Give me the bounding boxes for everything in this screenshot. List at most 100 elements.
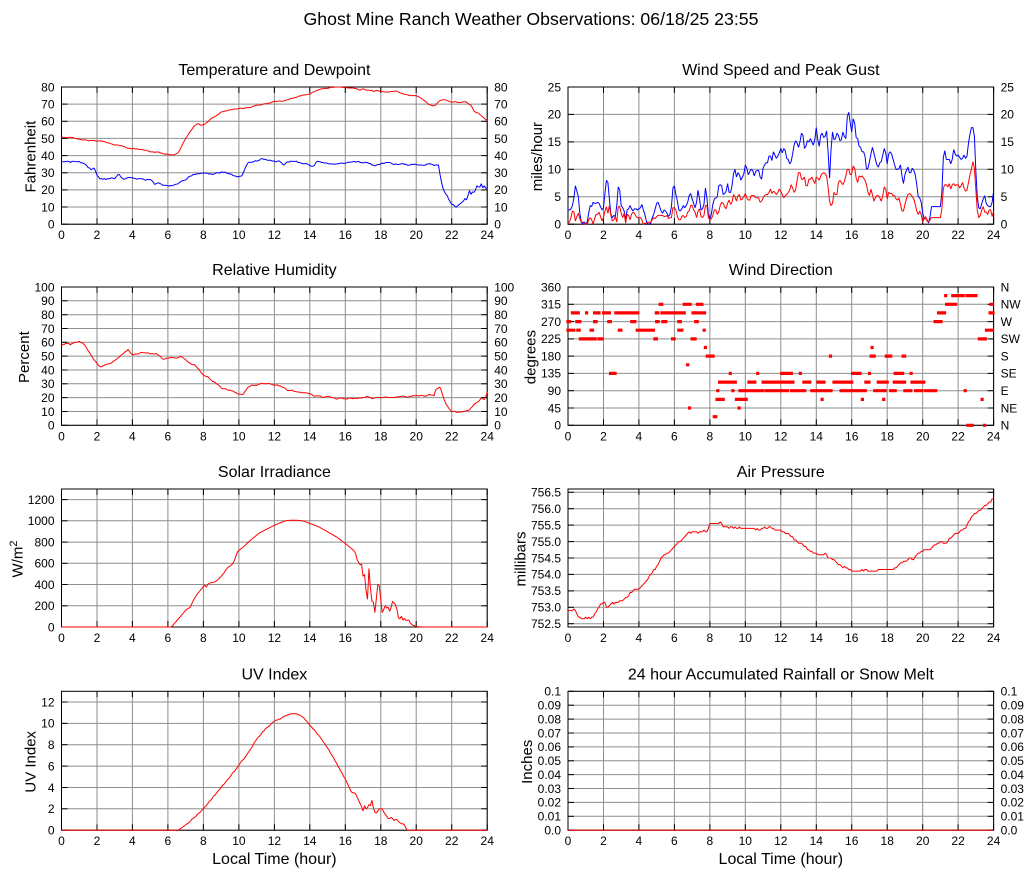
svg-text:0: 0 [48, 218, 55, 232]
svg-text:0.01: 0.01 [538, 810, 562, 824]
svg-text:70: 70 [494, 97, 508, 111]
svg-text:10: 10 [232, 228, 246, 242]
svg-text:miles/hour: miles/hour [529, 122, 546, 191]
svg-text:755.5: 755.5 [531, 518, 561, 532]
svg-text:80: 80 [494, 80, 508, 94]
svg-text:10: 10 [41, 405, 55, 419]
svg-text:22: 22 [445, 631, 459, 645]
svg-text:40: 40 [41, 149, 55, 163]
svg-text:0: 0 [58, 631, 65, 645]
svg-text:315: 315 [541, 298, 561, 312]
svg-text:SE: SE [1001, 367, 1017, 381]
svg-text:20: 20 [916, 429, 930, 443]
svg-text:0: 0 [565, 228, 572, 242]
svg-text:756.5: 756.5 [531, 486, 561, 500]
svg-text:16: 16 [339, 631, 353, 645]
svg-text:10: 10 [41, 717, 55, 731]
svg-text:2: 2 [94, 429, 101, 443]
svg-text:6: 6 [671, 228, 678, 242]
svg-text:24: 24 [481, 834, 495, 848]
svg-text:Percent: Percent [16, 330, 33, 383]
svg-text:0.08: 0.08 [1001, 712, 1025, 726]
svg-text:SW: SW [1001, 332, 1021, 346]
svg-text:24: 24 [481, 228, 495, 242]
svg-text:10: 10 [232, 834, 246, 848]
svg-text:200: 200 [34, 599, 54, 613]
svg-text:0.05: 0.05 [538, 754, 562, 768]
svg-text:0: 0 [565, 631, 572, 645]
svg-text:4: 4 [636, 429, 643, 443]
svg-text:400: 400 [34, 578, 54, 592]
svg-text:14: 14 [303, 429, 317, 443]
svg-text:degrees: degrees [523, 330, 540, 384]
svg-text:0.04: 0.04 [1001, 768, 1025, 782]
svg-text:40: 40 [494, 149, 508, 163]
svg-text:20: 20 [548, 108, 562, 122]
svg-text:2: 2 [600, 631, 607, 645]
svg-text:0: 0 [554, 419, 561, 433]
svg-text:UV Index: UV Index [241, 666, 307, 683]
svg-text:50: 50 [494, 132, 508, 146]
svg-text:30: 30 [41, 166, 55, 180]
svg-text:16: 16 [339, 834, 353, 848]
svg-text:8: 8 [48, 738, 55, 752]
svg-text:2: 2 [600, 429, 607, 443]
svg-text:12: 12 [774, 834, 788, 848]
svg-text:N: N [1001, 280, 1010, 294]
svg-text:50: 50 [41, 132, 55, 146]
svg-text:6: 6 [165, 631, 172, 645]
svg-text:4: 4 [636, 228, 643, 242]
svg-text:50: 50 [41, 349, 55, 363]
svg-text:18: 18 [374, 834, 388, 848]
svg-text:0.0: 0.0 [1001, 824, 1018, 838]
svg-text:30: 30 [494, 166, 508, 180]
svg-text:12: 12 [268, 228, 282, 242]
svg-text:20: 20 [41, 183, 55, 197]
svg-text:15: 15 [548, 135, 562, 149]
svg-text:0.06: 0.06 [538, 740, 562, 754]
svg-text:753.5: 753.5 [531, 584, 561, 598]
svg-text:0.07: 0.07 [538, 726, 562, 740]
svg-text:756.0: 756.0 [531, 502, 561, 516]
svg-text:6: 6 [165, 429, 172, 443]
svg-text:180: 180 [541, 349, 561, 363]
svg-text:12: 12 [774, 228, 788, 242]
svg-text:10: 10 [232, 631, 246, 645]
svg-text:NE: NE [1001, 401, 1018, 415]
svg-text:8: 8 [707, 631, 714, 645]
svg-text:60: 60 [494, 336, 508, 350]
svg-text:0.03: 0.03 [538, 782, 562, 796]
svg-text:20: 20 [410, 429, 424, 443]
svg-text:90: 90 [494, 294, 508, 308]
svg-text:0: 0 [1001, 218, 1008, 232]
svg-text:Inches: Inches [519, 740, 536, 784]
svg-text:15: 15 [1001, 135, 1015, 149]
svg-text:6: 6 [671, 834, 678, 848]
svg-text:755.0: 755.0 [531, 535, 561, 549]
svg-text:NW: NW [1001, 298, 1022, 312]
svg-text:0.04: 0.04 [538, 768, 562, 782]
svg-text:24: 24 [987, 228, 1001, 242]
svg-text:30: 30 [494, 377, 508, 391]
svg-text:10: 10 [494, 200, 508, 214]
svg-text:40: 40 [41, 363, 55, 377]
svg-text:Local Time (hour): Local Time (hour) [212, 851, 337, 868]
svg-text:20: 20 [410, 631, 424, 645]
svg-text:Temperature and Dewpoint: Temperature and Dewpoint [178, 62, 371, 79]
svg-text:20: 20 [494, 391, 508, 405]
svg-text:50: 50 [494, 349, 508, 363]
svg-text:45: 45 [548, 401, 562, 415]
svg-text:2: 2 [600, 228, 607, 242]
svg-text:135: 135 [541, 367, 561, 381]
svg-text:N: N [1001, 419, 1010, 433]
svg-text:10: 10 [739, 631, 753, 645]
svg-text:25: 25 [1001, 80, 1015, 94]
svg-text:16: 16 [845, 631, 859, 645]
svg-text:Wind Speed and Peak Gust: Wind Speed and Peak Gust [682, 62, 880, 79]
svg-text:20: 20 [410, 228, 424, 242]
svg-text:Ghost Mine Ranch Weather Obser: Ghost Mine Ranch Weather Observations: 0… [304, 9, 759, 29]
svg-text:4: 4 [129, 631, 136, 645]
svg-text:270: 270 [541, 315, 561, 329]
svg-text:8: 8 [200, 834, 207, 848]
svg-text:10: 10 [232, 429, 246, 443]
